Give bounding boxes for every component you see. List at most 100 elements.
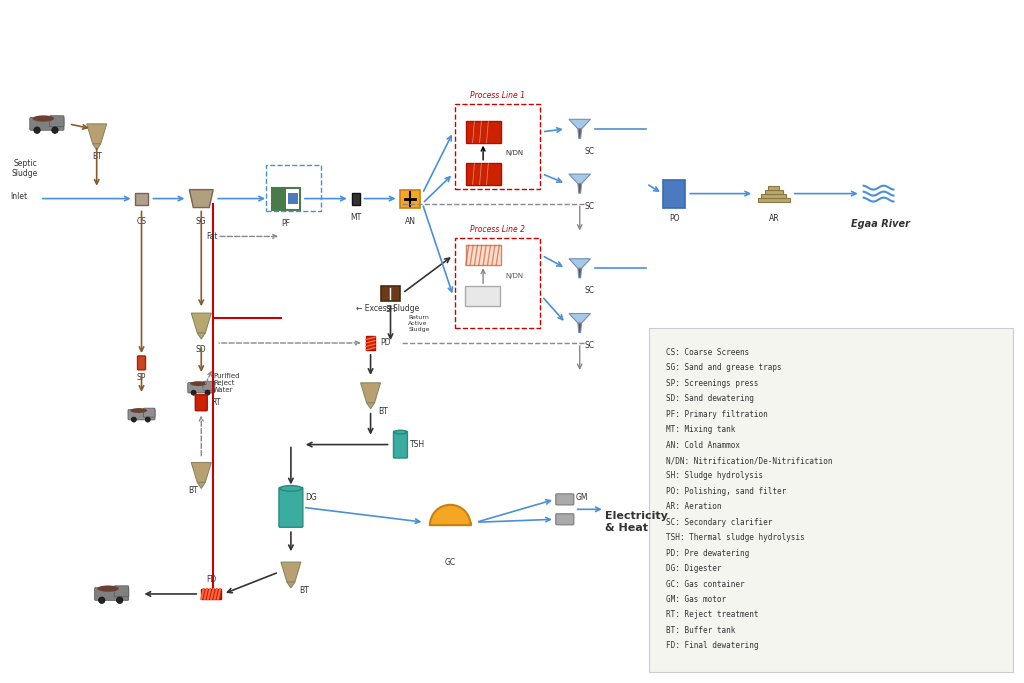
FancyBboxPatch shape: [187, 382, 215, 393]
Bar: [430, 522, 471, 525]
Text: Fat: Fat: [206, 232, 218, 241]
Polygon shape: [287, 582, 295, 588]
Text: GC: Gas container: GC: Gas container: [667, 580, 745, 589]
Text: PD: PD: [381, 339, 391, 348]
Polygon shape: [569, 120, 591, 129]
Text: SG: Sand and grease traps: SG: Sand and grease traps: [667, 363, 782, 372]
Text: Return
Active
Sludge: Return Active Sludge: [409, 315, 430, 332]
Text: PO: Polishing, sand filter: PO: Polishing, sand filter: [667, 487, 786, 496]
Bar: [202, 589, 221, 599]
Bar: [762, 193, 786, 197]
Wedge shape: [430, 505, 471, 525]
Text: TSH: Thermal sludge hydrolysis: TSH: Thermal sludge hydrolysis: [667, 533, 805, 542]
Polygon shape: [87, 124, 106, 144]
Text: SP: SP: [137, 373, 146, 382]
Bar: [381, 285, 400, 301]
Circle shape: [191, 390, 197, 395]
FancyBboxPatch shape: [196, 395, 207, 410]
Polygon shape: [578, 184, 582, 193]
Text: FD: Final dewatering: FD: Final dewatering: [667, 641, 759, 650]
FancyBboxPatch shape: [203, 381, 215, 390]
Text: CS: CS: [136, 217, 146, 225]
FancyBboxPatch shape: [143, 408, 155, 417]
Text: MT: MT: [350, 212, 361, 221]
Ellipse shape: [394, 430, 407, 434]
FancyBboxPatch shape: [649, 328, 1013, 671]
Text: Egaa River: Egaa River: [851, 219, 910, 229]
FancyBboxPatch shape: [393, 431, 408, 458]
Ellipse shape: [97, 585, 119, 591]
Text: Purified
Reject
Water: Purified Reject Water: [213, 373, 240, 393]
Ellipse shape: [33, 115, 54, 122]
FancyBboxPatch shape: [556, 494, 573, 505]
Text: N/DN: N/DN: [505, 150, 523, 156]
Text: SC: SC: [585, 147, 595, 156]
Ellipse shape: [130, 408, 147, 413]
Text: PD: Pre dewatering: PD: Pre dewatering: [667, 548, 750, 557]
Bar: [367, 336, 375, 350]
Bar: [466, 121, 501, 143]
Text: BT: BT: [299, 586, 308, 595]
Polygon shape: [93, 144, 100, 150]
Polygon shape: [569, 259, 591, 268]
Polygon shape: [189, 190, 213, 208]
Text: AR: Aeration: AR: Aeration: [667, 502, 722, 512]
Bar: [466, 163, 501, 184]
FancyBboxPatch shape: [49, 115, 65, 126]
Text: SC: SC: [585, 341, 595, 350]
Bar: [400, 190, 421, 208]
FancyBboxPatch shape: [556, 514, 573, 525]
Polygon shape: [578, 323, 582, 333]
FancyBboxPatch shape: [664, 180, 685, 208]
Polygon shape: [360, 383, 381, 403]
Text: SD: Sand dewatering: SD: Sand dewatering: [667, 394, 755, 403]
Text: BT: BT: [188, 486, 199, 495]
Text: BT: BT: [92, 152, 101, 161]
Text: PO: PO: [669, 214, 680, 223]
Text: ← Excess Sludge: ← Excess Sludge: [355, 304, 419, 313]
Text: PF: PF: [282, 219, 291, 227]
Polygon shape: [281, 562, 301, 582]
Text: SH: Sludge hydrolysis: SH: Sludge hydrolysis: [667, 471, 764, 480]
Text: Electricity
& Heat: Electricity & Heat: [604, 512, 668, 533]
Polygon shape: [569, 313, 591, 323]
Text: Process Line 1: Process Line 1: [470, 91, 525, 100]
Text: GM: Gas motor: GM: Gas motor: [667, 595, 726, 604]
Text: SD: SD: [196, 345, 207, 354]
FancyBboxPatch shape: [137, 356, 145, 370]
FancyBboxPatch shape: [279, 488, 303, 527]
Text: DG: DG: [305, 493, 316, 502]
Text: SC: Secondary clarifier: SC: Secondary clarifier: [667, 518, 773, 527]
Text: BT: Buffer tank: BT: Buffer tank: [667, 626, 736, 635]
Text: DG: Digester: DG: Digester: [667, 564, 722, 573]
Text: BT: BT: [379, 407, 388, 416]
Polygon shape: [578, 268, 582, 278]
Text: RT: Reject treatment: RT: Reject treatment: [667, 611, 759, 619]
Text: PF: Primary filtration: PF: Primary filtration: [667, 410, 768, 419]
Text: SP: Screenings press: SP: Screenings press: [667, 379, 759, 388]
Polygon shape: [191, 313, 211, 333]
Text: TSH: TSH: [411, 440, 426, 449]
FancyBboxPatch shape: [115, 586, 129, 597]
Polygon shape: [198, 482, 205, 488]
Text: RT: RT: [211, 398, 221, 407]
Text: AN: Cold Anammox: AN: Cold Anammox: [667, 441, 740, 449]
Bar: [272, 188, 300, 210]
Circle shape: [34, 127, 40, 133]
Text: MT: Mixing tank: MT: Mixing tank: [667, 425, 736, 434]
Text: SG: SG: [196, 217, 207, 225]
Text: SC: SC: [585, 201, 595, 210]
Text: SC: SC: [585, 286, 595, 295]
Polygon shape: [569, 174, 591, 184]
Circle shape: [52, 127, 58, 133]
Polygon shape: [578, 129, 582, 139]
Bar: [466, 245, 501, 265]
Bar: [288, 193, 298, 204]
Polygon shape: [198, 333, 205, 339]
Text: Process Line 2: Process Line 2: [470, 225, 525, 234]
Bar: [768, 186, 779, 190]
Polygon shape: [367, 403, 375, 408]
Circle shape: [145, 417, 151, 422]
Polygon shape: [191, 462, 211, 482]
Text: AR: AR: [769, 214, 779, 223]
